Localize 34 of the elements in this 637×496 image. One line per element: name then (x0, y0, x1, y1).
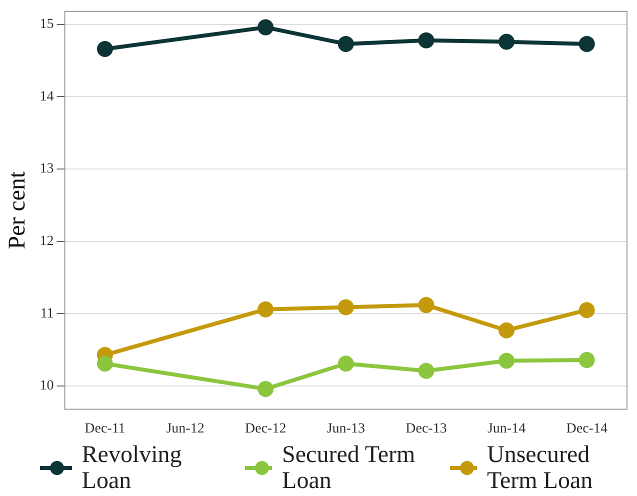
legend-label: Revolving Loan (82, 442, 183, 494)
x-tick-label: Jun-14 (487, 421, 526, 436)
point (418, 32, 434, 48)
point (96, 356, 113, 372)
point (578, 352, 595, 368)
point (338, 356, 354, 372)
y-tick-label: 10 (40, 378, 54, 394)
point (338, 299, 354, 316)
y-tick-label: 13 (40, 162, 54, 177)
y-tick-label: 15 (40, 17, 54, 32)
point (258, 380, 274, 397)
point (498, 34, 515, 50)
y-tick-label: 12 (40, 234, 54, 250)
x-tick-label: Dec-11 (84, 421, 126, 436)
y-tick-label: 11 (40, 306, 54, 322)
point (418, 362, 434, 379)
point (96, 41, 113, 58)
x-tick-label: Jun-13 (326, 421, 365, 436)
point (258, 301, 274, 318)
x-tick-label: Dec-13 (406, 421, 447, 436)
point (578, 302, 595, 318)
point (498, 322, 515, 338)
point (498, 352, 515, 369)
x-tick-label: Dec-14 (566, 421, 608, 436)
legend-label: Secured Term Loan (282, 442, 416, 494)
point (338, 36, 354, 52)
y-tick-label: 14 (40, 89, 54, 104)
y-axis-title: Per cent (4, 170, 31, 250)
point (418, 297, 434, 314)
x-tick-label: Dec-12 (244, 421, 286, 436)
legend-label: Unsecured Term Loan (487, 442, 594, 494)
point (578, 36, 595, 52)
point (258, 19, 274, 36)
x-tick-label: Jun-12 (166, 421, 204, 436)
